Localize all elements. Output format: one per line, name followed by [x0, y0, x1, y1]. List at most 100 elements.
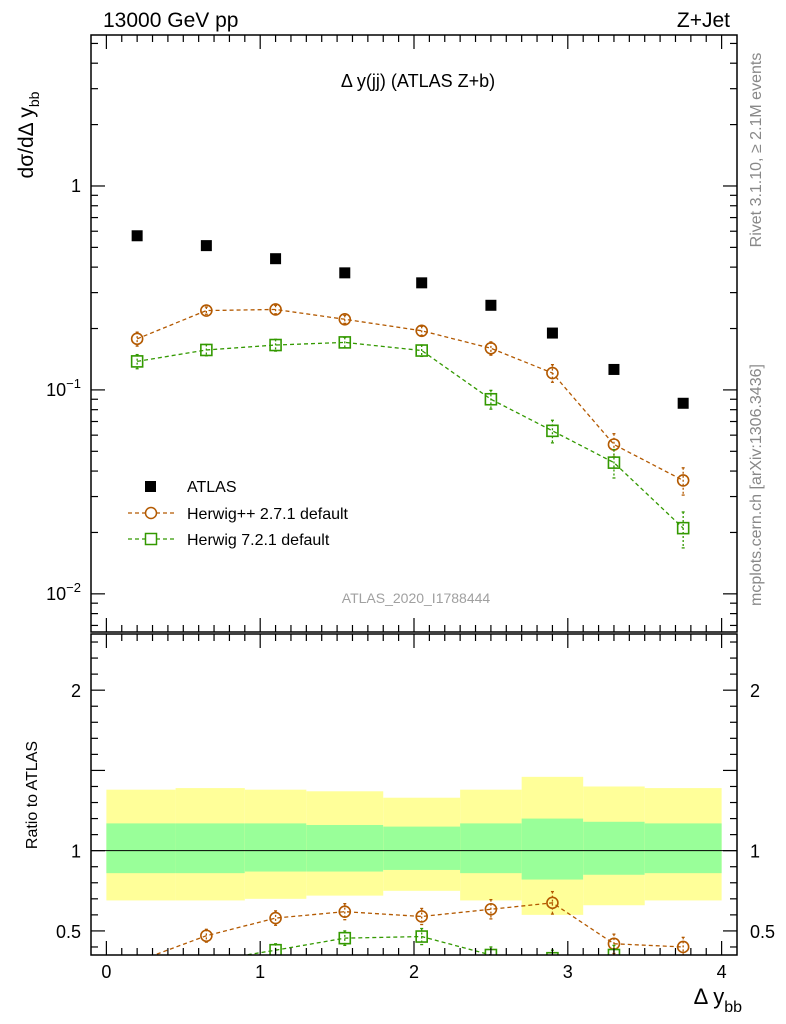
y-axis-label-main: dσ/dΔ y — [15, 107, 38, 179]
main-herwig7-point — [200, 343, 213, 357]
legend-entry-herwigpp: Herwig++ 2.7.1 default — [128, 506, 349, 523]
main-herwig7-line — [137, 341, 684, 529]
y-axis-label-sub: bb — [26, 91, 42, 107]
ratio-plot-axes: 0.5 0.5 1 1 2 2 0 1 2 3 4 — [56, 633, 775, 982]
main-herwigpp-point — [484, 341, 498, 355]
ratio-y-tick-label-left: 0.5 — [56, 922, 81, 942]
main-herwigpp-point — [415, 324, 428, 338]
main-atlas-point — [131, 230, 143, 242]
main-herwigpp-point — [269, 303, 282, 316]
header-energy-label: 13000 GeV pp — [103, 9, 238, 32]
band-inner-bin — [460, 823, 522, 874]
ratio-uncertainty-bands — [106, 776, 722, 915]
legend-marker-herwig7 — [144, 532, 158, 546]
main-atlas-point — [339, 267, 351, 279]
y-tick-label: 10−1 — [46, 376, 81, 400]
band-inner-bin — [644, 823, 722, 874]
main-atlas-point — [677, 397, 689, 409]
ratio-y-tick-label-right: 0.5 — [750, 922, 775, 942]
ratio-y-tick-label-left: 2 — [71, 681, 81, 701]
main-atlas-point — [546, 327, 558, 339]
legend-marker-herwigpp — [144, 506, 158, 520]
main-atlas-point — [200, 240, 212, 252]
ratio-y-tick-label-right: 1 — [750, 842, 760, 862]
x-tick-label: 1 — [255, 962, 265, 982]
main-herwigpp-point — [676, 474, 690, 487]
main-herwig7-point — [415, 344, 428, 357]
mcplots-credit-label: mcplots.cern.ch [arXiv:1306.3436] — [748, 364, 765, 606]
main-herwigpp-line — [136, 308, 684, 481]
main-plot-axes: 10−2 10−1 1 — [46, 34, 738, 633]
ratio-herwigpp-point — [269, 911, 282, 925]
x-tick-label: 0 — [101, 962, 111, 982]
main-atlas-series — [131, 230, 689, 409]
legend-entry-atlas: ATLAS — [145, 479, 237, 496]
ratio-herwigpp-point — [676, 940, 690, 954]
legend-label-atlas: ATLAS — [187, 479, 237, 496]
ratio-herwigpp-point — [200, 929, 213, 943]
main-herwigpp-series — [130, 303, 690, 496]
main-herwigpp-point — [546, 366, 559, 380]
x-tick-label: 2 — [409, 962, 419, 982]
x-tick-label: 4 — [717, 962, 727, 982]
analysis-id-label: ATLAS_2020_I1788444 — [342, 590, 491, 606]
ratio-herwig7-point — [269, 943, 282, 955]
ratio-herwigpp-series — [132, 890, 690, 967]
main-atlas-point — [416, 277, 428, 289]
ratio-herwigpp-point — [546, 896, 559, 910]
main-herwig7-series — [130, 336, 690, 549]
band-inner-bin — [583, 821, 645, 875]
ratio-axis-label: Ratio to ATLAS — [24, 741, 41, 849]
ratio-herwigpp-point — [484, 902, 498, 916]
ratio-herwig7-point — [678, 967, 689, 978]
legend-label-herwigpp: Herwig++ 2.7.1 default — [187, 506, 349, 523]
x-axis-label-sub: bb — [724, 999, 742, 1016]
x-axis-label-main: Δ y — [694, 984, 725, 1009]
y-axis-label: dσ/dΔ ybb — [15, 91, 42, 178]
header-process-label: Z+Jet — [677, 9, 730, 32]
main-herwig7-point — [607, 456, 621, 469]
ratio-herwig7-point — [415, 930, 428, 943]
band-inner-bin — [244, 823, 307, 872]
x-tick-label: 3 — [563, 962, 573, 982]
rivet-version-label: Rivet 3.1.10, ≥ 2.1M events — [748, 53, 765, 248]
main-herwig7-point — [484, 392, 498, 406]
ratio-y-tick-label-right: 2 — [750, 681, 760, 701]
main-herwigpp-point — [338, 312, 352, 326]
band-inner-bin — [383, 826, 461, 870]
main-herwigpp-point — [607, 438, 621, 451]
ratio-herwig7-point — [338, 931, 352, 945]
main-atlas-point — [485, 299, 497, 311]
main-herwig7-point — [269, 338, 282, 352]
ratio-herwigpp-point — [338, 905, 352, 918]
x-axis-label: Δ ybb — [694, 984, 742, 1016]
ratio-herwigpp-point — [415, 910, 428, 923]
main-herwigpp-point — [130, 332, 144, 346]
main-plot-series — [130, 230, 690, 549]
y-tick-label: 10−2 — [46, 580, 81, 604]
main-herwig7-point — [130, 355, 144, 368]
main-herwigpp-point — [200, 304, 213, 317]
svg-text:dσ/dΔ ybb: dσ/dΔ ybb — [15, 91, 42, 178]
legend-label-herwig7: Herwig 7.2.1 default — [187, 532, 330, 549]
band-inner-bin — [521, 818, 584, 880]
ratio-herwig7-point — [132, 967, 143, 978]
main-herwig7-point — [338, 336, 352, 349]
ratio-herwig7-point — [201, 956, 212, 967]
ratio-herwigpp-point — [132, 956, 143, 967]
ratio-y-tick-label-left: 1 — [71, 842, 81, 862]
legend-marker-atlas — [145, 481, 156, 492]
ratio-herwigpp-line — [152, 902, 684, 955]
main-atlas-point — [270, 253, 282, 265]
main-atlas-point — [608, 363, 620, 375]
legend: ATLAS Herwig++ 2.7.1 default Herwig 7.2.… — [128, 479, 349, 549]
main-herwig7-point — [546, 424, 559, 438]
legend-entry-herwig7: Herwig 7.2.1 default — [128, 532, 330, 549]
y-tick-label: 1 — [71, 176, 81, 196]
band-inner-bin — [306, 824, 384, 872]
band-inner-bin — [175, 823, 245, 874]
plot-title: Δ y(jj) (ATLAS Z+b) — [341, 71, 495, 91]
band-inner-bin — [106, 823, 176, 874]
main-herwig7-point — [676, 521, 690, 535]
